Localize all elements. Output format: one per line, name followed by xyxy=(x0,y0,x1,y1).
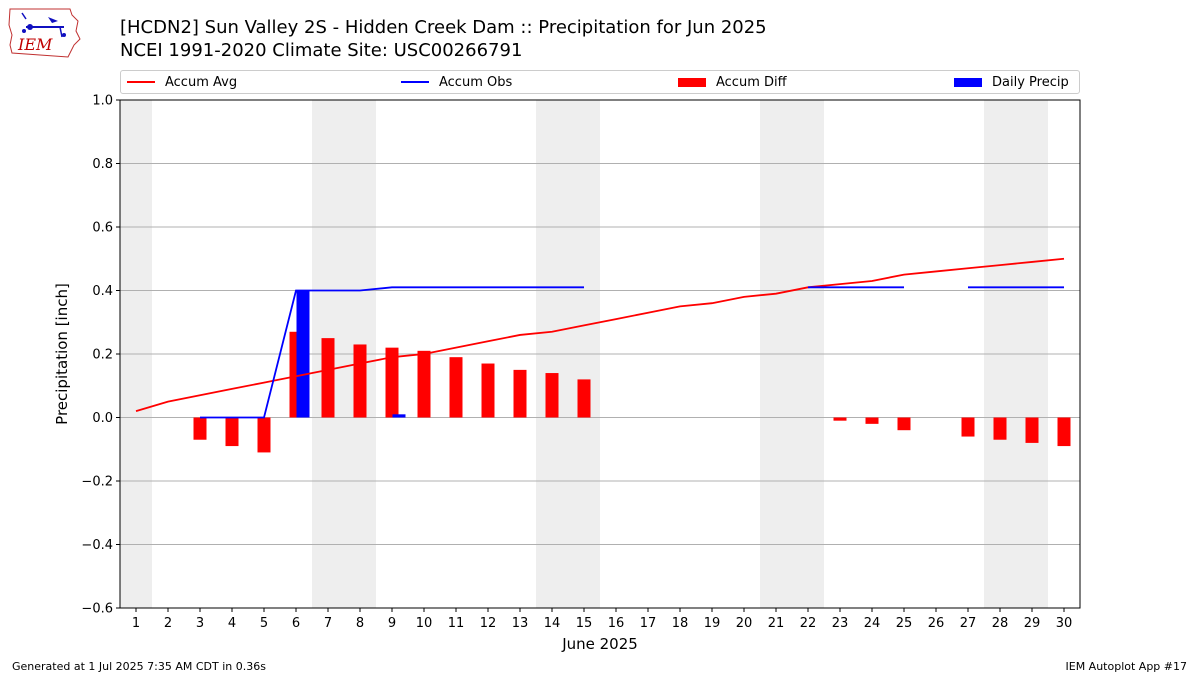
accum-avg-line-segment-0 xyxy=(135,257,1065,413)
x-tick-label-1: 1 xyxy=(132,616,140,631)
chart-legend: Accum Avg Accum Obs Accum Diff Daily Pre… xyxy=(120,70,1080,94)
x-axis-label: June 2025 xyxy=(561,635,638,653)
x-tick-label-16: 16 xyxy=(608,616,625,631)
accum-diff-bar-29 xyxy=(1025,417,1039,443)
y-tick-label-3: 0.0 xyxy=(92,411,113,426)
x-tick-label-22: 22 xyxy=(800,616,817,631)
x-tick-label-6: 6 xyxy=(292,616,300,631)
x-tick-label-25: 25 xyxy=(896,616,913,631)
legend-label-accum-diff: Accum Diff xyxy=(716,74,787,90)
y-tick-label-8: 1.0 xyxy=(92,94,113,109)
x-tick-label-5: 5 xyxy=(260,616,268,631)
x-tick-label-27: 27 xyxy=(960,616,977,631)
accum-obs-line-segment-0 xyxy=(200,286,584,419)
x-tick-label-26: 26 xyxy=(928,616,945,631)
y-tick-label-5: 0.4 xyxy=(92,284,113,299)
daily-precip-bar-6 xyxy=(296,290,310,418)
x-tick-label-2: 2 xyxy=(164,616,172,631)
x-tick-label-7: 7 xyxy=(324,616,332,631)
y-tick-label-0: −0.6 xyxy=(81,602,113,617)
legend-swatch-accum-diff xyxy=(678,77,706,87)
iem-logo: IEM xyxy=(6,5,82,59)
x-tick-label-30: 30 xyxy=(1056,616,1073,631)
accum-diff-bar-24 xyxy=(865,417,879,424)
x-tick-label-10: 10 xyxy=(416,616,433,631)
legend-item-accum-avg: Accum Avg xyxy=(127,71,237,93)
accum-diff-bar-8 xyxy=(353,344,367,418)
autoplot-app-label: IEM Autoplot App #17 xyxy=(1065,660,1188,673)
chart-title: [HCDN2] Sun Valley 2S - Hidden Creek Dam… xyxy=(120,17,767,38)
accum-diff-bar-30 xyxy=(1057,417,1071,447)
x-tick-label-24: 24 xyxy=(864,616,881,631)
x-tick-label-19: 19 xyxy=(704,616,721,631)
legend-item-accum-diff: Accum Diff xyxy=(678,71,787,93)
accum-diff-bar-11 xyxy=(449,357,463,418)
x-tick-label-4: 4 xyxy=(228,616,236,631)
legend-label-accum-obs: Accum Obs xyxy=(439,74,513,90)
accum-diff-bar-7 xyxy=(321,338,335,418)
generated-timestamp: Generated at 1 Jul 2025 7:35 AM CDT in 0… xyxy=(12,660,266,673)
x-tick-label-15: 15 xyxy=(576,616,593,631)
accum-diff-bar-3 xyxy=(193,417,207,440)
x-tick-label-13: 13 xyxy=(512,616,529,631)
y-tick-label-6: 0.6 xyxy=(92,221,113,236)
accum-diff-bar-9 xyxy=(385,347,399,418)
accum-diff-bar-5 xyxy=(257,417,271,453)
legend-swatch-accum-obs xyxy=(401,81,429,83)
accum-diff-bar-13 xyxy=(513,369,527,418)
accum-diff-bar-25 xyxy=(897,417,911,431)
legend-item-daily-precip: Daily Precip xyxy=(954,71,1069,93)
y-axis-label: Precipitation [inch] xyxy=(53,283,71,425)
y-tick-label-2: −0.2 xyxy=(81,475,113,490)
y-tick-label-1: −0.4 xyxy=(81,538,113,553)
accum-diff-bar-14 xyxy=(545,373,559,418)
x-tick-label-21: 21 xyxy=(768,616,785,631)
accum-diff-bar-23 xyxy=(833,417,847,421)
accum-diff-bar-27 xyxy=(961,417,975,437)
daily-precip-bar-9 xyxy=(392,414,406,418)
x-tick-label-18: 18 xyxy=(672,616,689,631)
accum-diff-bar-12 xyxy=(481,363,495,418)
accum-diff-bar-4 xyxy=(225,417,239,447)
x-tick-label-28: 28 xyxy=(992,616,1009,631)
legend-swatch-accum-avg xyxy=(127,81,155,83)
legend-item-accum-obs: Accum Obs xyxy=(401,71,512,93)
x-tick-label-20: 20 xyxy=(736,616,753,631)
legend-swatch-daily-precip xyxy=(954,77,982,87)
accum-diff-bar-15 xyxy=(577,379,591,418)
x-tick-label-29: 29 xyxy=(1024,616,1041,631)
x-tick-label-12: 12 xyxy=(480,616,497,631)
logo-text: IEM xyxy=(17,35,53,54)
accum-diff-bar-10 xyxy=(417,350,431,418)
x-tick-label-14: 14 xyxy=(544,616,561,631)
x-tick-label-11: 11 xyxy=(448,616,465,631)
legend-label-daily-precip: Daily Precip xyxy=(992,74,1069,90)
legend-label-accum-avg: Accum Avg xyxy=(165,74,238,90)
x-tick-label-23: 23 xyxy=(832,616,849,631)
y-tick-label-4: 0.2 xyxy=(92,348,113,363)
accum-diff-bar-28 xyxy=(993,417,1007,440)
x-tick-label-9: 9 xyxy=(388,616,396,631)
x-tick-label-3: 3 xyxy=(196,616,204,631)
chart-subtitle: NCEI 1991-2020 Climate Site: USC00266791 xyxy=(120,40,523,61)
x-tick-label-17: 17 xyxy=(640,616,657,631)
y-tick-label-7: 0.8 xyxy=(92,157,113,172)
x-tick-label-8: 8 xyxy=(356,616,364,631)
